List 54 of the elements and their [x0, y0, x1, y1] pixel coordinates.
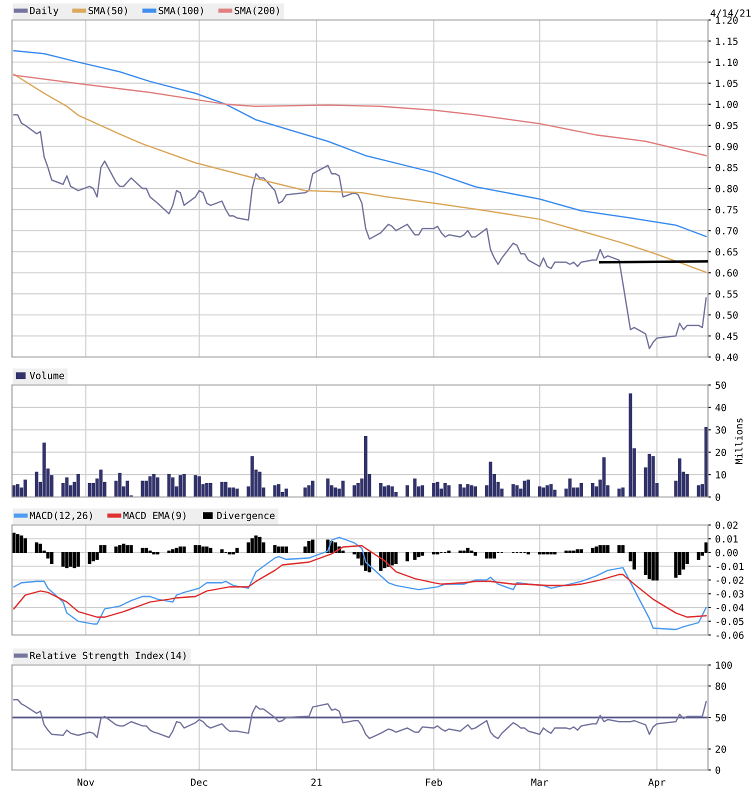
y-tick-label: 0.50 — [716, 311, 738, 319]
legend-label: MACD(12,26) — [30, 512, 92, 520]
legend-label: SMA(50) — [88, 6, 127, 16]
y-tick-label: 20 — [716, 746, 726, 753]
text: 4/14/21 — [710, 9, 750, 18]
y-tick-label: 0.80 — [716, 185, 738, 192]
y-tick-label: -0.04 — [716, 604, 744, 612]
y-axis-title: Millions — [734, 418, 743, 464]
y-tick-label: 1.15 — [716, 38, 738, 45]
legend-label: SMA(100) — [158, 6, 203, 16]
y-tick-label: 1.05 — [716, 80, 738, 88]
legend-label: SMA(200) — [234, 6, 279, 16]
legend-label: Divergence — [217, 512, 275, 522]
y-tick-label: 30 — [716, 426, 726, 434]
y-tick-label: 0.90 — [716, 142, 738, 150]
y-tick-label: 1.00 — [716, 100, 738, 108]
x-tick-label: Dec — [191, 778, 208, 786]
y-tick-label: 0.65 — [716, 248, 738, 256]
y-tick-label: 0.70 — [716, 227, 738, 234]
legend-label: Daily — [30, 6, 58, 16]
x-tick-label: Feb — [426, 778, 442, 786]
x-tick-label: 21 — [311, 778, 322, 786]
y-tick-label: 0.01 — [716, 535, 738, 543]
y-tick-label: -0.06 — [716, 632, 744, 639]
y-tick-label: 20 — [716, 448, 726, 456]
y-tick-label: 50 — [716, 714, 726, 722]
y-tick-label: 0.00 — [716, 549, 738, 556]
y-tick-label: -0.01 — [716, 562, 744, 570]
y-tick-label: 1.10 — [716, 58, 738, 66]
x-tick-label: Nov — [78, 778, 94, 786]
y-tick-label: -0.05 — [716, 618, 744, 626]
y-tick-label: 1.20 — [716, 16, 738, 24]
y-tick-label: 50 — [716, 382, 726, 389]
y-tick-label: 40 — [715, 404, 726, 412]
x-tick-label: Apr — [648, 778, 666, 788]
y-tick-label: 10 — [716, 471, 726, 478]
y-tick-label: 0.40 — [716, 354, 738, 361]
y-tick-label: 0 — [716, 494, 720, 501]
y-tick-label: 80 — [716, 682, 726, 690]
x-tick-label: Mar — [531, 778, 548, 786]
y-tick-label: 0.85 — [716, 164, 738, 172]
legend-label: Volume — [30, 372, 64, 380]
y-tick-label: -0.03 — [716, 590, 744, 598]
legend-label: MACD EMA(9) — [123, 512, 186, 520]
legend-label: Relative Strength Index(14) — [30, 652, 186, 662]
y-tick-label: 0.45 — [716, 332, 738, 340]
y-tick-label: 0 — [716, 766, 720, 774]
y-tick-label: -0.02 — [716, 576, 744, 584]
y-tick-label: 0.55 — [716, 290, 738, 298]
y-tick-label: 0.95 — [716, 122, 738, 130]
y-tick-label: 0.60 — [716, 269, 738, 277]
y-tick-label: 0.02 — [716, 522, 738, 529]
y-tick-label: 100 — [716, 662, 732, 669]
y-tick-label: 0.75 — [716, 206, 738, 214]
